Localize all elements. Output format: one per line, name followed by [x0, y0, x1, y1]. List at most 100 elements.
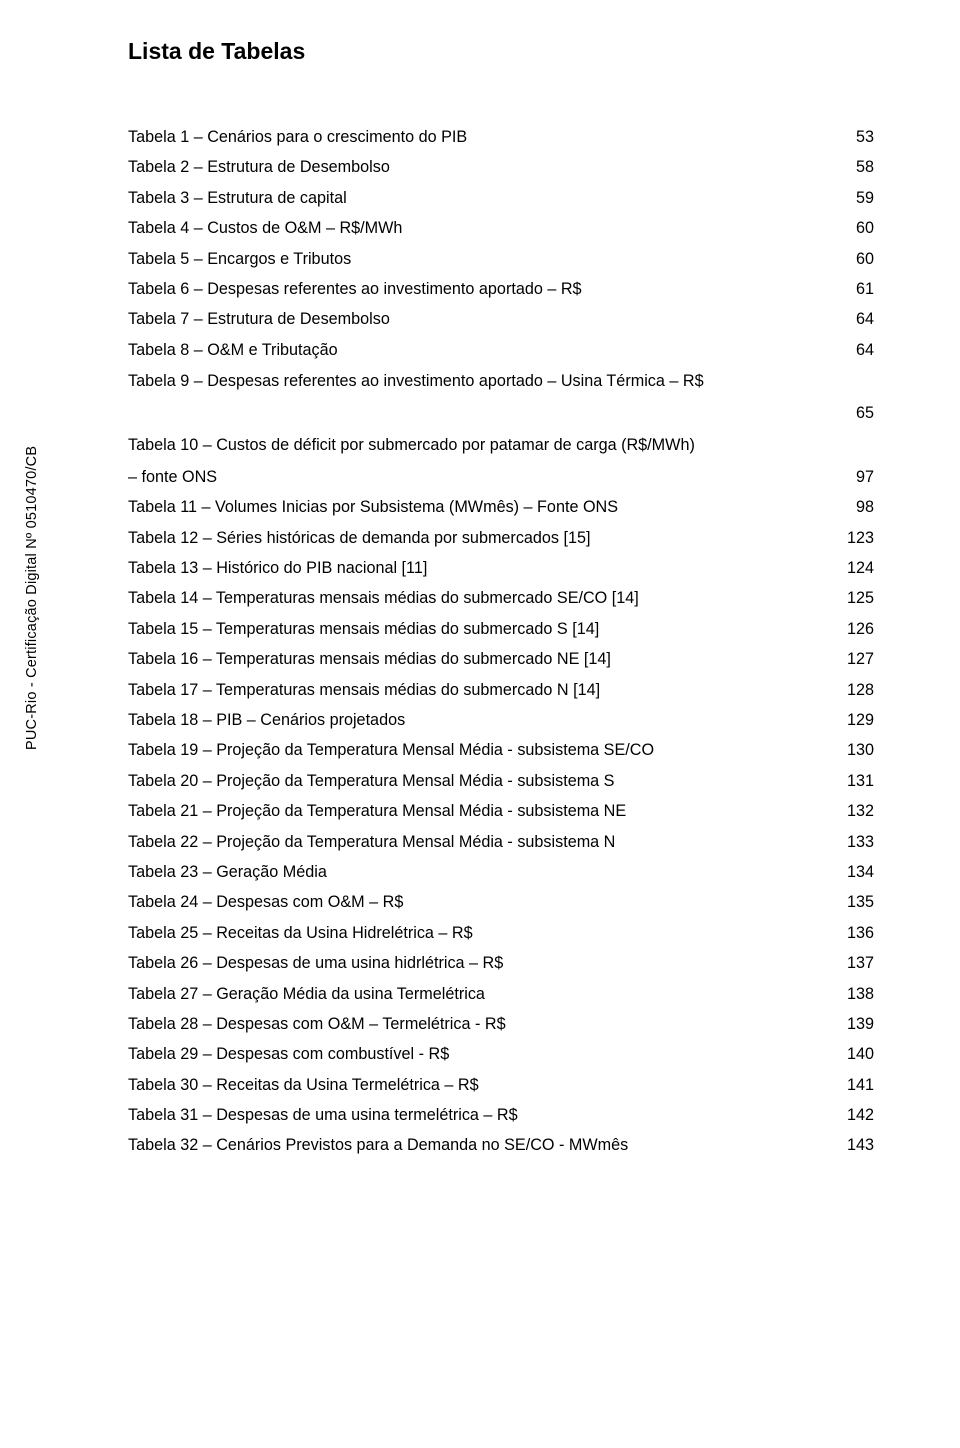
toc-entry: Tabela 17 – Temperaturas mensais médias … — [128, 682, 874, 698]
toc-entry-label: Tabela 3 – Estrutura de capital — [128, 190, 347, 206]
toc-entry-page: 123 — [847, 530, 874, 546]
toc-entry-label: Tabela 2 – Estrutura de Desembolso — [128, 159, 390, 175]
toc-entry-label: Tabela 17 – Temperaturas mensais médias … — [128, 682, 600, 698]
toc-entry-label: Tabela 28 – Despesas com O&M – Termelétr… — [128, 1016, 506, 1032]
toc-entry-page: 136 — [847, 925, 874, 941]
toc-entry-page: 53 — [856, 129, 874, 145]
toc-entry: Tabela 20 – Projeção da Temperatura Mens… — [128, 773, 874, 789]
toc-entry-page: 140 — [847, 1046, 874, 1062]
toc-entry-label: Tabela 31 – Despesas de uma usina termel… — [128, 1107, 518, 1123]
toc-entry-page: 141 — [847, 1077, 874, 1093]
toc-entry-label: Tabela 15 – Temperaturas mensais médias … — [128, 621, 599, 637]
toc-entry-page: 59 — [856, 190, 874, 206]
toc-entry-page: 142 — [847, 1107, 874, 1123]
toc-entry: Tabela 6 – Despesas referentes ao invest… — [128, 281, 874, 297]
toc-entry: Tabela 24 – Despesas com O&M – R$ 135 — [128, 894, 874, 910]
table-of-contents: Tabela 1 – Cenários para o crescimento d… — [128, 129, 874, 1154]
toc-entry: Tabela 32 – Cenários Previstos para a De… — [128, 1137, 874, 1153]
toc-entry-page: 132 — [847, 803, 874, 819]
toc-entry-page: 143 — [847, 1137, 874, 1153]
toc-entry: Tabela 1 – Cenários para o crescimento d… — [128, 129, 874, 145]
toc-entry: Tabela 11 – Volumes Inicias por Subsiste… — [128, 499, 874, 515]
toc-entry: 65 — [128, 405, 874, 421]
page-container: PUC-Rio - Certificação Digital Nº 051047… — [0, 0, 960, 1448]
toc-entry: Tabela 16 – Temperaturas mensais médias … — [128, 651, 874, 667]
toc-entry-label: Tabela 26 – Despesas de uma usina hidrlé… — [128, 955, 503, 971]
toc-entry-page: 64 — [856, 342, 874, 358]
toc-entry: – fonte ONS 97 — [128, 469, 874, 485]
toc-entry: Tabela 31 – Despesas de uma usina termel… — [128, 1107, 874, 1123]
certification-sidebar: PUC-Rio - Certificação Digital Nº 051047… — [24, 446, 40, 750]
toc-entry-page: 98 — [856, 499, 874, 515]
toc-entry: Tabela 18 – PIB – Cenários projetados 129 — [128, 712, 874, 728]
toc-entry-label: Tabela 25 – Receitas da Usina Hidrelétri… — [128, 925, 473, 941]
toc-entry: Tabela 28 – Despesas com O&M – Termelétr… — [128, 1016, 874, 1032]
toc-entry-page: 128 — [847, 682, 874, 698]
toc-entry-page: 60 — [856, 251, 874, 267]
toc-entry-label: Tabela 32 – Cenários Previstos para a De… — [128, 1137, 628, 1153]
toc-entry-page: 124 — [847, 560, 874, 576]
toc-entry-label: Tabela 16 – Temperaturas mensais médias … — [128, 651, 611, 667]
toc-entry-page: 64 — [856, 311, 874, 327]
toc-entry: Tabela 19 – Projeção da Temperatura Mens… — [128, 742, 874, 758]
toc-entry-page: 58 — [856, 159, 874, 175]
toc-entry-label: Tabela 21 – Projeção da Temperatura Mens… — [128, 803, 626, 819]
toc-entry-page: 126 — [847, 621, 874, 637]
toc-entry-label: Tabela 9 – Despesas referentes ao invest… — [128, 372, 704, 390]
toc-entry: Tabela 25 – Receitas da Usina Hidrelétri… — [128, 925, 874, 941]
toc-entry-label: Tabela 12 – Séries históricas de demanda… — [128, 530, 591, 546]
toc-entry: Tabela 7 – Estrutura de Desembolso 64 — [128, 311, 874, 327]
toc-entry-label: Tabela 6 – Despesas referentes ao invest… — [128, 281, 582, 297]
toc-entry-label: Tabela 20 – Projeção da Temperatura Mens… — [128, 773, 614, 789]
toc-entry: Tabela 29 – Despesas com combustível - R… — [128, 1046, 874, 1062]
toc-entry-label: Tabela 27 – Geração Média da usina Terme… — [128, 986, 485, 1002]
toc-entry-page: 131 — [847, 773, 874, 789]
toc-entry: Tabela 12 – Séries históricas de demanda… — [128, 530, 874, 546]
page-title: Lista de Tabelas — [128, 38, 874, 65]
toc-entry-label: Tabela 13 – Histórico do PIB nacional [1… — [128, 560, 427, 576]
toc-entry-label: Tabela 8 – O&M e Tributação — [128, 342, 338, 358]
toc-entry-page: 129 — [847, 712, 874, 728]
toc-entry-page: 61 — [856, 281, 874, 297]
toc-entry-label: Tabela 30 – Receitas da Usina Termelétri… — [128, 1077, 479, 1093]
toc-entry: Tabela 26 – Despesas de uma usina hidrlé… — [128, 955, 874, 971]
toc-entry-page: 97 — [856, 469, 874, 485]
toc-entry-page: 135 — [847, 894, 874, 910]
toc-entry-page: 125 — [847, 590, 874, 606]
toc-entry: Tabela 22 – Projeção da Temperatura Mens… — [128, 834, 874, 850]
toc-entry: Tabela 27 – Geração Média da usina Terme… — [128, 986, 874, 1002]
toc-entry-label: Tabela 18 – PIB – Cenários projetados — [128, 712, 405, 728]
toc-entry-label: – fonte ONS — [128, 469, 217, 485]
toc-entry-page: 60 — [856, 220, 874, 236]
toc-entry: Tabela 2 – Estrutura de Desembolso 58 — [128, 159, 874, 175]
toc-entry-page: 65 — [856, 405, 874, 421]
toc-entry-label: Tabela 4 – Custos de O&M – R$/MWh — [128, 220, 402, 236]
toc-entry-label: Tabela 24 – Despesas com O&M – R$ — [128, 894, 403, 910]
toc-entry-label: Tabela 10 – Custos de déficit por submer… — [128, 436, 695, 454]
toc-entry: Tabela 10 – Custos de déficit por submer… — [128, 436, 874, 455]
toc-entry-page: 127 — [847, 651, 874, 667]
toc-entry: Tabela 3 – Estrutura de capital 59 — [128, 190, 874, 206]
toc-entry-label: Tabela 22 – Projeção da Temperatura Mens… — [128, 834, 615, 850]
toc-entry: Tabela 15 – Temperaturas mensais médias … — [128, 621, 874, 637]
toc-entry: Tabela 4 – Custos de O&M – R$/MWh 60 — [128, 220, 874, 236]
toc-entry-label: Tabela 14 – Temperaturas mensais médias … — [128, 590, 639, 606]
toc-entry: Tabela 14 – Temperaturas mensais médias … — [128, 590, 874, 606]
toc-entry: Tabela 5 – Encargos e Tributos 60 — [128, 251, 874, 267]
toc-entry: Tabela 30 – Receitas da Usina Termelétri… — [128, 1077, 874, 1093]
toc-entry-label: Tabela 23 – Geração Média — [128, 864, 327, 880]
toc-entry: Tabela 23 – Geração Média 134 — [128, 864, 874, 880]
toc-entry: Tabela 21 – Projeção da Temperatura Mens… — [128, 803, 874, 819]
toc-entry-page: 134 — [847, 864, 874, 880]
toc-entry-page: 130 — [847, 742, 874, 758]
toc-entry-label: Tabela 29 – Despesas com combustível - R… — [128, 1046, 449, 1062]
toc-entry-label: Tabela 11 – Volumes Inicias por Subsiste… — [128, 499, 618, 515]
toc-entry: Tabela 8 – O&M e Tributação 64 — [128, 342, 874, 358]
toc-entry-label: Tabela 5 – Encargos e Tributos — [128, 251, 351, 267]
toc-entry-label: Tabela 7 – Estrutura de Desembolso — [128, 311, 390, 327]
toc-entry-label: Tabela 19 – Projeção da Temperatura Mens… — [128, 742, 654, 758]
toc-entry: Tabela 9 – Despesas referentes ao invest… — [128, 372, 874, 391]
toc-entry-page: 139 — [847, 1016, 874, 1032]
toc-entry: Tabela 13 – Histórico do PIB nacional [1… — [128, 560, 874, 576]
toc-entry-page: 138 — [847, 986, 874, 1002]
